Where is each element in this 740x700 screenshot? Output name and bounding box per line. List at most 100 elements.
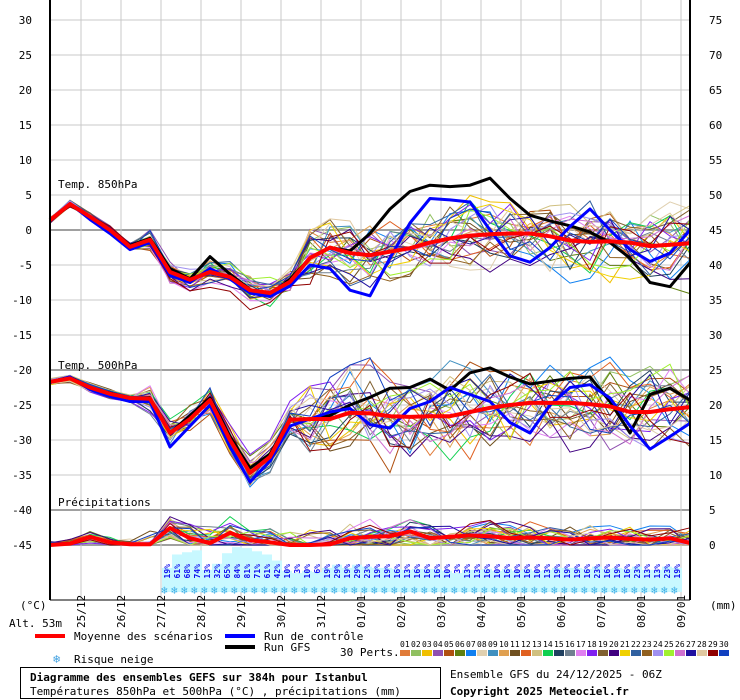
- snowflake-icon: ❄: [351, 584, 358, 597]
- snow-risk-pct-label: 29%: [353, 564, 362, 579]
- perturbation-legend-swatch: [565, 650, 575, 656]
- left-tick-label: -20: [12, 364, 32, 377]
- snowflake-icon: ❄: [651, 584, 658, 597]
- snow-risk-pct-label: 65%: [223, 564, 232, 579]
- perturbation-legend-id: 17: [576, 640, 586, 649]
- snow-risk-pct-label: 16%: [413, 564, 422, 579]
- legend-mean-label: Moyenne des scénarios: [74, 630, 213, 643]
- grid: [50, 0, 690, 600]
- snowflake-icon: ❄: [341, 584, 348, 597]
- snowflake-icon: ❄: [211, 584, 218, 597]
- snow-risk-bar: [422, 568, 432, 592]
- right-tick-label: 15: [709, 434, 722, 447]
- snow-risk-pct-label: 10%: [303, 564, 312, 579]
- snowflake-icon: ❄: [171, 584, 178, 597]
- snow-risk-pct-label: 3%: [453, 564, 462, 574]
- perturbation-legend-id: 26: [675, 640, 685, 649]
- right-tick-label: 65: [709, 84, 722, 97]
- snow-risk-bar: [342, 567, 352, 592]
- snowflake-icon: ❄: [521, 584, 528, 597]
- main-lines: [48, 176, 692, 547]
- snowflake-icon: ❄: [381, 584, 388, 597]
- right-tick-label: 25: [709, 364, 722, 377]
- snowflake-icon: ❄: [261, 584, 268, 597]
- snowflake-icon: ❄: [631, 584, 638, 597]
- mean-line-500: [49, 376, 691, 475]
- snow-risk-bar: [522, 568, 532, 592]
- snow-risk-pct-label: 19%: [563, 564, 572, 579]
- snow-risk-bar: [312, 572, 322, 592]
- perturbation-legend-swatch: [433, 650, 443, 656]
- snowflake-icon: ❄: [561, 584, 568, 597]
- perturbation-legend-id: 02: [411, 640, 421, 649]
- snow-risk-pct-label: 13%: [473, 564, 482, 579]
- snow-risk-bar: [402, 569, 412, 592]
- snow-risk-pct-label: 19%: [343, 564, 352, 579]
- snow-risk-pct-label: 84%: [233, 564, 242, 579]
- snow-risk-pct-label: 10%: [493, 564, 502, 579]
- perturbation-legend-swatch: [444, 650, 454, 656]
- date-tick-label: 02/01: [395, 595, 408, 628]
- perturbation-legend-swatch: [400, 650, 410, 656]
- right-tick-label: 70: [709, 49, 722, 62]
- snow-risk-bar: [292, 573, 302, 592]
- perturbation-legend-id: 13: [532, 640, 542, 649]
- perturbation-legend-swatch: [477, 650, 487, 656]
- axes: 302520151050-5-10-15-20-25-30-35-40-4575…: [12, 0, 722, 628]
- perturbation-legend-swatch: [466, 650, 476, 656]
- right-tick-label: 45: [709, 224, 722, 237]
- altitude-label: Alt. 53m: [9, 617, 62, 630]
- snow-risk-bar: [302, 570, 312, 592]
- snowflake-icon: ❄: [441, 584, 448, 597]
- snowflake-icon: ❄: [491, 584, 498, 597]
- right-tick-label: 30: [709, 329, 722, 342]
- perturbation-line-500: [49, 373, 691, 483]
- perturbation-legend-swatch: [543, 650, 553, 656]
- snow-risk-bar: [492, 570, 502, 592]
- snowflake-icon: ❄: [601, 584, 608, 597]
- perturbation-legend-id: 15: [554, 640, 564, 649]
- perturbation-legend-swatch: [422, 650, 432, 656]
- legend-mean-swatch: [35, 634, 65, 638]
- perturbation-legend-swatch: [708, 650, 718, 656]
- snow-risk-pct-label: 13%: [403, 564, 412, 579]
- left-tick-label: -10: [12, 294, 32, 307]
- perturbation-line-850: [49, 202, 691, 296]
- left-tick-label: -35: [12, 469, 32, 482]
- label-precip: Précipitations: [58, 496, 151, 509]
- perturbation-legend-swatch: [532, 650, 542, 656]
- snowflake-icon: ❄: [251, 584, 258, 597]
- snowflake-icon: ❄: [271, 584, 278, 597]
- perturbation-legend-swatch: [576, 650, 586, 656]
- run-info: Ensemble GFS du 24/12/2025 - 06Z: [450, 668, 662, 681]
- snowflake-icon: ❄: [451, 584, 458, 597]
- snowflake-icon: ❄: [281, 584, 288, 597]
- legend-gfs-swatch: [225, 645, 255, 649]
- snow-risk-bar: [512, 570, 522, 592]
- left-tick-label: -25: [12, 399, 32, 412]
- snowflake-icon: ❄: [481, 584, 488, 597]
- perturbation-legend-id: 04: [433, 640, 443, 649]
- right-axis-unit: (mm): [710, 599, 737, 612]
- snowflake-icon: ❄: [551, 584, 558, 597]
- left-tick-label: -30: [12, 434, 32, 447]
- snowflake-icon: ❄: [361, 584, 368, 597]
- snow-risk-bar: [162, 567, 172, 592]
- snow-risk-bar: [642, 569, 652, 592]
- chart-title: Diagramme des ensembles GEFS sur 384h po…: [30, 671, 368, 684]
- right-tick-label: 5: [709, 504, 716, 517]
- snow-risk-pct-label: 19%: [373, 564, 382, 579]
- legend-snow-label: Risque neige: [74, 653, 153, 666]
- date-tick-label: 05/01: [515, 595, 528, 628]
- snowflake-icon: ❄: [181, 584, 188, 597]
- snow-risk-pct-label: 19%: [553, 564, 562, 579]
- right-tick-label: 55: [709, 154, 722, 167]
- left-tick-label: 10: [19, 154, 32, 167]
- snowflake-icon: ❄: [53, 652, 60, 666]
- snow-risk-pct-label: 10%: [283, 564, 292, 579]
- control-line-850: [49, 197, 692, 298]
- perturbation-legend-id: 01: [400, 640, 410, 649]
- perturbation-legend-swatch: [554, 650, 564, 656]
- snow-risk-pct-label: 6%: [313, 564, 322, 574]
